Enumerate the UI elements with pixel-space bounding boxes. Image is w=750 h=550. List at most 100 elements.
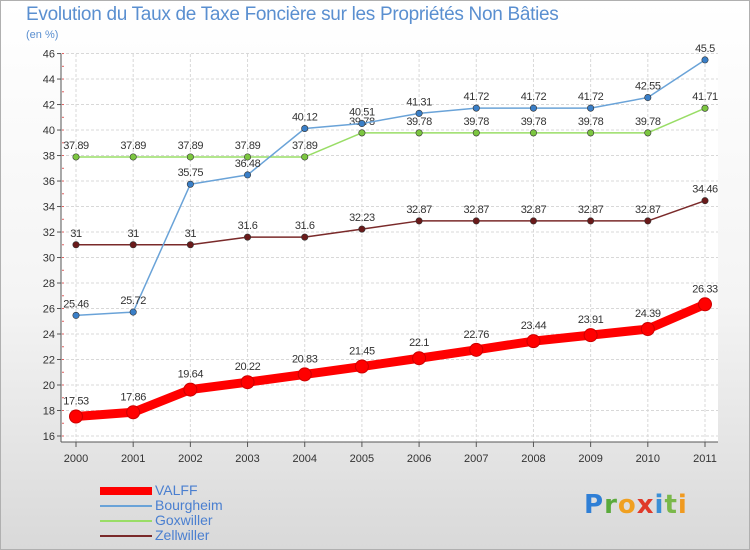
data-point-valff (583, 328, 598, 343)
data-point-goxwiller (472, 129, 480, 137)
data-point-zellwiller (587, 217, 595, 225)
data-label-zellwiller: 31.6 (238, 220, 258, 232)
data-label-goxwiller: 37.89 (235, 140, 261, 152)
y-tick-label: 34 (43, 202, 55, 214)
data-label-goxwiller: 39.78 (521, 116, 547, 128)
data-label-goxwiller: 39.78 (635, 116, 661, 128)
data-point-valff (126, 405, 141, 420)
legend-label-zellwiller: Zellwiller (155, 527, 210, 543)
data-label-zellwiller: 32.87 (521, 204, 547, 216)
y-tick-label: 24 (43, 329, 55, 341)
data-point-goxwiller (701, 104, 709, 112)
x-tick-label: 2007 (464, 453, 488, 465)
data-label-goxwiller: 39.78 (464, 116, 490, 128)
data-label-valff: 21.45 (349, 346, 375, 358)
y-tick-label: 26 (43, 304, 55, 316)
data-point-goxwiller (244, 153, 252, 161)
x-tick-label: 2001 (121, 453, 145, 465)
data-label-zellwiller: 32.87 (635, 204, 661, 216)
data-point-valff (412, 351, 427, 366)
y-tick-label: 18 (43, 406, 55, 418)
data-label-bourgheim: 25.46 (63, 298, 89, 310)
y-tick-label: 16 (43, 431, 55, 443)
y-tick-label: 46 (43, 49, 55, 61)
data-point-zellwiller (701, 197, 709, 205)
data-label-goxwiller: 37.89 (292, 140, 318, 152)
data-point-bourgheim (472, 104, 480, 112)
data-point-goxwiller (129, 153, 137, 161)
series-line-goxwiller (75, 107, 706, 158)
data-point-valff (640, 322, 655, 337)
data-label-valff: 17.53 (63, 395, 89, 407)
legend-label-bourgheim: Bourgheim (155, 497, 223, 513)
data-label-zellwiller: 32.23 (349, 212, 375, 224)
data-point-goxwiller (301, 153, 309, 161)
data-point-goxwiller (72, 153, 80, 161)
data-label-valff: 23.91 (578, 314, 604, 326)
data-label-zellwiller: 31 (185, 228, 197, 240)
x-tick-label: 2002 (178, 453, 202, 465)
data-label-zellwiller: 31.6 (295, 220, 315, 232)
data-point-zellwiller (472, 217, 480, 225)
x-tick-label: 2000 (64, 453, 88, 465)
y-tick-label: 44 (43, 74, 55, 86)
data-point-zellwiller (186, 241, 194, 249)
data-label-zellwiller: 31 (70, 228, 82, 240)
y-tick-label: 36 (43, 176, 55, 188)
y-tick-label: 20 (43, 380, 55, 392)
series-line-zellwiller (75, 199, 706, 246)
data-label-valff: 24.39 (635, 308, 661, 320)
data-point-bourgheim (415, 109, 423, 117)
data-label-zellwiller: 34.46 (692, 184, 718, 196)
chart-unit-label: (en %) (26, 29, 59, 41)
legend-label-valff: VALFF (155, 482, 198, 498)
data-label-valff: 17.86 (120, 391, 146, 403)
data-point-goxwiller (186, 153, 194, 161)
data-point-zellwiller (72, 241, 80, 249)
data-label-valff: 22.1 (409, 337, 429, 349)
x-tick-label: 2009 (578, 453, 602, 465)
x-tick-label: 2011 (693, 453, 717, 465)
x-tick-label: 2005 (350, 453, 374, 465)
data-point-bourgheim (701, 56, 709, 64)
data-label-goxwiller: 41.71 (692, 91, 718, 103)
x-tick-label: 2010 (636, 453, 660, 465)
data-point-bourgheim (358, 120, 366, 128)
data-label-goxwiller: 39.78 (406, 116, 432, 128)
data-point-bourgheim (129, 308, 137, 316)
legend-swatch-valff (100, 487, 152, 495)
x-tick-label: 2006 (407, 453, 431, 465)
data-label-bourgheim: 40.51 (349, 107, 375, 119)
y-tick-label: 38 (43, 151, 55, 163)
data-label-valff: 20.83 (292, 353, 318, 365)
data-label-zellwiller: 32.87 (464, 204, 490, 216)
data-point-zellwiller (244, 233, 252, 241)
data-point-bourgheim (644, 94, 652, 102)
data-label-zellwiller: 31 (127, 228, 139, 240)
data-point-bourgheim (301, 125, 309, 133)
proxiti-logo: Proxiti (584, 490, 688, 520)
chart-title: Evolution du Taux de Taxe Foncière sur l… (26, 4, 559, 25)
data-point-valff (183, 382, 198, 397)
plot-area (61, 54, 718, 442)
data-label-bourgheim: 42.55 (635, 81, 661, 93)
data-point-bourgheim (529, 104, 537, 112)
data-label-goxwiller: 37.89 (63, 140, 89, 152)
y-tick-label: 40 (43, 125, 55, 137)
data-label-bourgheim: 35.75 (178, 167, 204, 179)
data-point-valff (354, 359, 369, 374)
data-label-goxwiller: 37.89 (178, 140, 204, 152)
x-tick-label: 2003 (235, 453, 259, 465)
legend-swatch-zellwiller (100, 535, 152, 537)
data-point-zellwiller (301, 233, 309, 241)
series-line-bourgheim (75, 59, 706, 317)
y-tick-label: 22 (43, 355, 55, 367)
data-point-goxwiller (529, 129, 537, 137)
legend-swatch-bourgheim (100, 505, 152, 507)
y-tick-label: 28 (43, 278, 55, 290)
data-point-zellwiller (415, 217, 423, 225)
data-label-valff: 26.33 (692, 283, 718, 295)
data-label-valff: 22.76 (464, 329, 490, 341)
data-label-goxwiller: 37.89 (120, 140, 146, 152)
data-label-valff: 20.22 (235, 361, 261, 373)
